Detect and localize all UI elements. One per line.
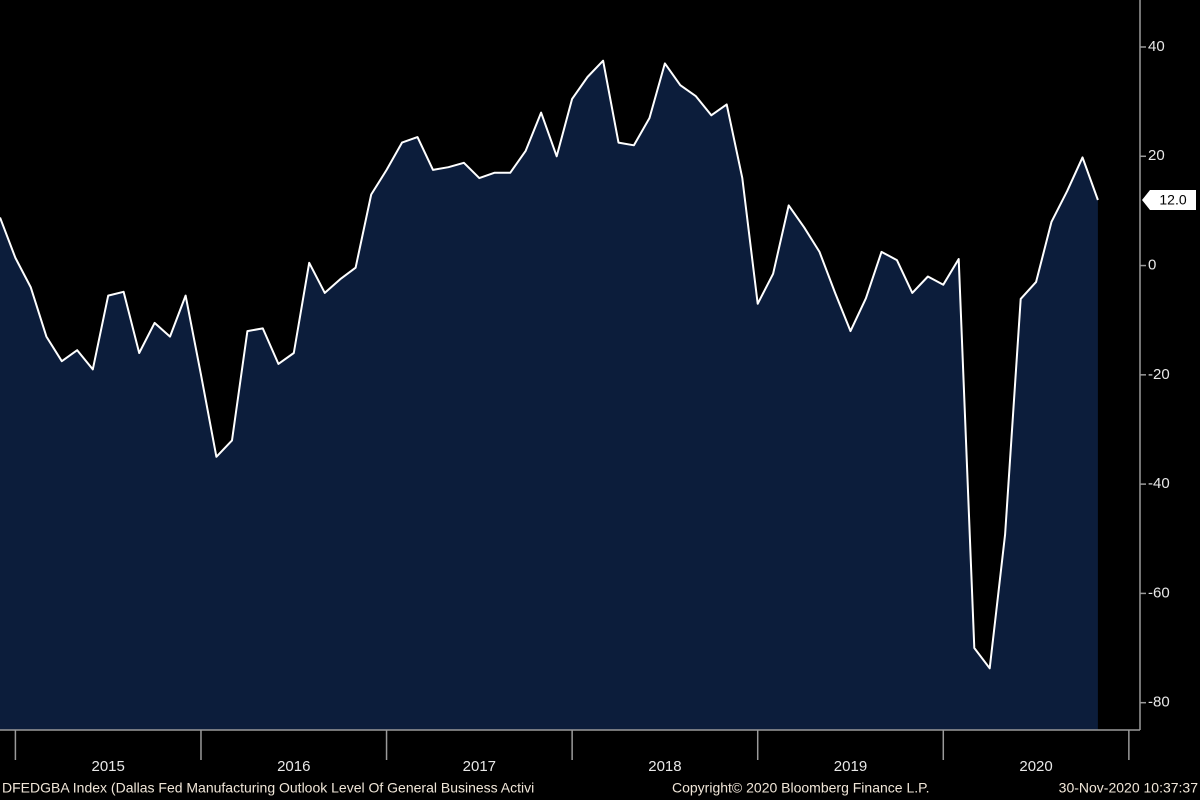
x-tick-label: 2019 (834, 758, 867, 775)
x-tick-label: 2018 (648, 758, 681, 775)
last-value-label: 12.0 (1159, 192, 1186, 208)
plot-area (0, 59, 1099, 730)
last-value-tag (1142, 189, 1196, 210)
y-tick-label: -40 (1148, 475, 1170, 492)
line (0, 59, 1099, 670)
y-tick-label: -80 (1148, 694, 1170, 711)
y-tick-label: -60 (1148, 584, 1170, 601)
footer-timestamp: 30-Nov-2020 10:37:37 (1059, 780, 1199, 796)
footer-copyright: Copyright© 2020 Bloomberg Finance L.P. (672, 780, 930, 796)
x-tick-label: 2015 (92, 758, 125, 775)
area (0, 60, 1098, 730)
y-tick-label: -20 (1148, 366, 1170, 383)
y-tick-label: 0 (1148, 257, 1156, 274)
x-tick-label: 2020 (1019, 758, 1052, 775)
x-tick-label: 2016 (277, 758, 310, 775)
y-tick-label: 20 (1148, 147, 1165, 164)
x-tick-label: 2017 (463, 758, 496, 775)
y-tick-label: 40 (1148, 38, 1165, 55)
footer-ticker: DFEDGBA Index (Dallas Fed Manufacturing … (2, 780, 534, 796)
